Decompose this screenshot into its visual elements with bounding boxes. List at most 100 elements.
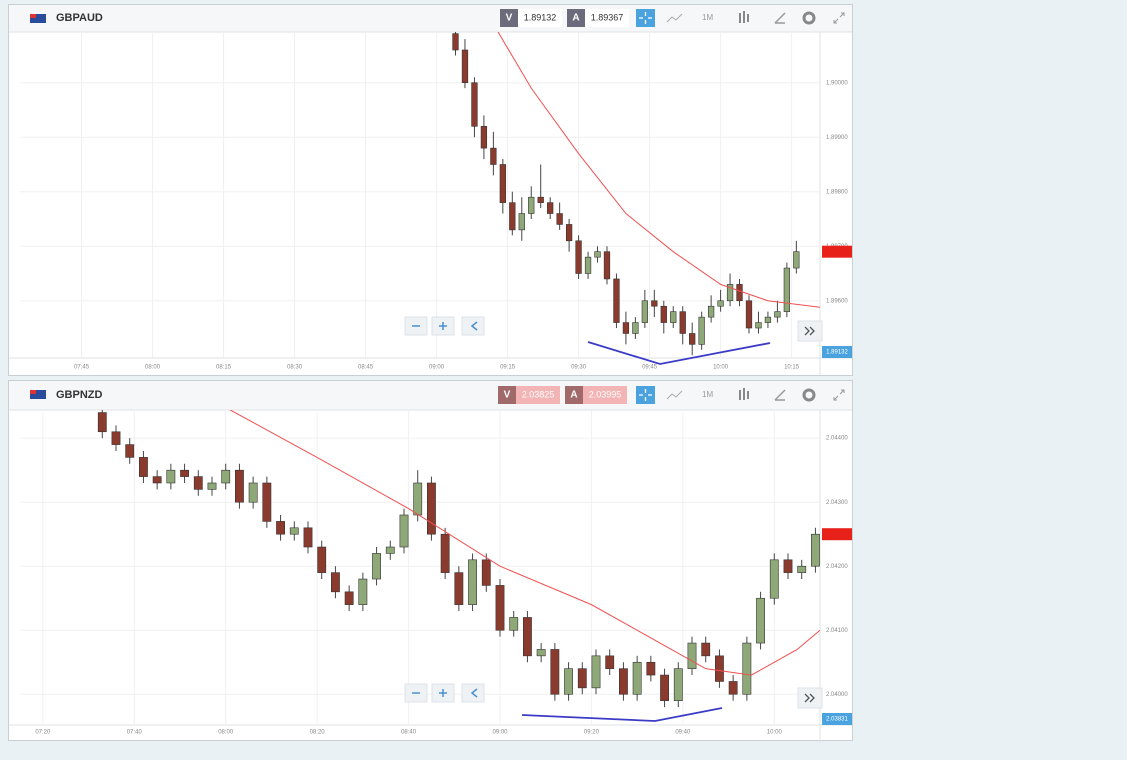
candle-body bbox=[728, 681, 738, 695]
candle-body bbox=[584, 256, 592, 274]
candle-body bbox=[811, 533, 820, 567]
y-tick-label: 1.89800 bbox=[826, 189, 848, 195]
candle-body bbox=[523, 617, 532, 657]
draw-icon[interactable] bbox=[774, 12, 786, 24]
candle-body bbox=[454, 572, 464, 605]
share-icon bbox=[470, 321, 478, 331]
x-tick-label: 07:20 bbox=[35, 730, 51, 736]
candle-body bbox=[399, 514, 409, 548]
y-tick-label: 2.04100 bbox=[826, 628, 848, 634]
bid-value: 2.03825 bbox=[522, 389, 555, 399]
candle-body bbox=[689, 333, 696, 345]
crosshair-button[interactable] bbox=[636, 386, 655, 404]
ask-box bbox=[583, 386, 627, 404]
candle-body bbox=[490, 147, 497, 165]
candle-body bbox=[660, 674, 669, 701]
scroll-button[interactable] bbox=[797, 687, 823, 709]
ask-label: A bbox=[570, 390, 577, 401]
x-tick-label: 07:40 bbox=[127, 730, 143, 736]
candle-body bbox=[783, 267, 791, 312]
candle-body bbox=[317, 546, 327, 573]
y-tick-label: 2.04300 bbox=[826, 500, 848, 506]
candle-body bbox=[480, 126, 488, 149]
candle-body bbox=[499, 164, 506, 203]
candle-body bbox=[413, 482, 423, 516]
candle-body bbox=[632, 661, 642, 695]
crosshair-icon bbox=[639, 12, 652, 24]
interval-label[interactable]: 1M bbox=[702, 390, 713, 399]
charttype-icon[interactable] bbox=[739, 11, 749, 23]
candle-body bbox=[679, 311, 686, 334]
y-tick-label: 2.04400 bbox=[826, 436, 848, 442]
candle-body bbox=[207, 482, 217, 490]
candle-body bbox=[331, 572, 340, 593]
bid-badge[interactable] bbox=[498, 386, 516, 404]
candle-body bbox=[180, 469, 189, 477]
moving-average bbox=[497, 32, 820, 308]
x-tick-label: 08:00 bbox=[145, 365, 161, 371]
x-tick-label: 10:00 bbox=[713, 365, 729, 371]
indicator-icon[interactable] bbox=[666, 13, 683, 23]
candle-body bbox=[613, 278, 620, 323]
candle-body bbox=[495, 585, 505, 631]
x-tick-label: 10:00 bbox=[767, 730, 783, 736]
y-tick-label: 1.90000 bbox=[826, 80, 848, 86]
scroll-icon bbox=[804, 326, 815, 336]
candle-body bbox=[742, 642, 752, 695]
symbol-title: GBPNZD bbox=[56, 389, 103, 401]
settings-icon[interactable] bbox=[802, 11, 816, 25]
candle-body bbox=[248, 482, 258, 503]
candle-body bbox=[793, 251, 800, 269]
candle-body bbox=[276, 521, 285, 535]
settings-icon[interactable] bbox=[802, 388, 816, 402]
candle-body bbox=[717, 300, 724, 307]
candle-body bbox=[547, 202, 554, 214]
candle-body bbox=[701, 642, 711, 657]
candle-body bbox=[468, 559, 477, 605]
x-tick-label: 08:40 bbox=[401, 730, 417, 736]
bid-value: 1.89132 bbox=[524, 12, 557, 22]
candle-body bbox=[605, 655, 615, 669]
x-tick-label: 10:15 bbox=[784, 365, 800, 371]
x-tick-label: 09:20 bbox=[584, 730, 600, 736]
expand-icon[interactable] bbox=[833, 12, 845, 24]
last-price-tag bbox=[822, 528, 852, 541]
flag bbox=[30, 390, 46, 399]
candle-body bbox=[755, 322, 762, 329]
trend-annotation bbox=[521, 707, 723, 722]
bid-badge[interactable] bbox=[500, 9, 518, 27]
ask-badge[interactable] bbox=[567, 9, 585, 27]
candle-body bbox=[673, 668, 683, 701]
x-tick-label: 09:00 bbox=[429, 365, 445, 371]
candle-body bbox=[619, 668, 628, 695]
candle-body bbox=[575, 240, 582, 274]
candle-body bbox=[660, 305, 667, 323]
scroll-button[interactable] bbox=[797, 320, 823, 342]
draw-icon[interactable] bbox=[774, 389, 786, 401]
candle-body bbox=[687, 642, 697, 669]
crosshair-button[interactable] bbox=[636, 9, 655, 27]
candle-body bbox=[97, 412, 107, 433]
candle-body bbox=[289, 527, 299, 535]
candle-body bbox=[509, 202, 516, 231]
bid-box bbox=[516, 386, 560, 404]
candle-body bbox=[756, 597, 765, 644]
expand-icon[interactable] bbox=[833, 389, 845, 401]
price-tag-bg bbox=[822, 713, 852, 725]
x-tick-label: 09:30 bbox=[571, 365, 587, 371]
candle-body bbox=[528, 196, 535, 214]
panel-header bbox=[9, 5, 852, 32]
candle-body bbox=[440, 533, 450, 573]
candle-body bbox=[166, 469, 176, 484]
ask-badge[interactable] bbox=[565, 386, 583, 404]
candle-body bbox=[139, 457, 148, 477]
charttype-icon[interactable] bbox=[739, 388, 749, 400]
candle-body bbox=[235, 469, 244, 503]
candle-body bbox=[193, 476, 203, 490]
panel-bg bbox=[8, 4, 853, 376]
indicator-icon[interactable] bbox=[666, 390, 683, 400]
interval-label[interactable]: 1M bbox=[702, 13, 713, 22]
bid-box bbox=[518, 9, 562, 27]
candle-body bbox=[651, 300, 658, 307]
